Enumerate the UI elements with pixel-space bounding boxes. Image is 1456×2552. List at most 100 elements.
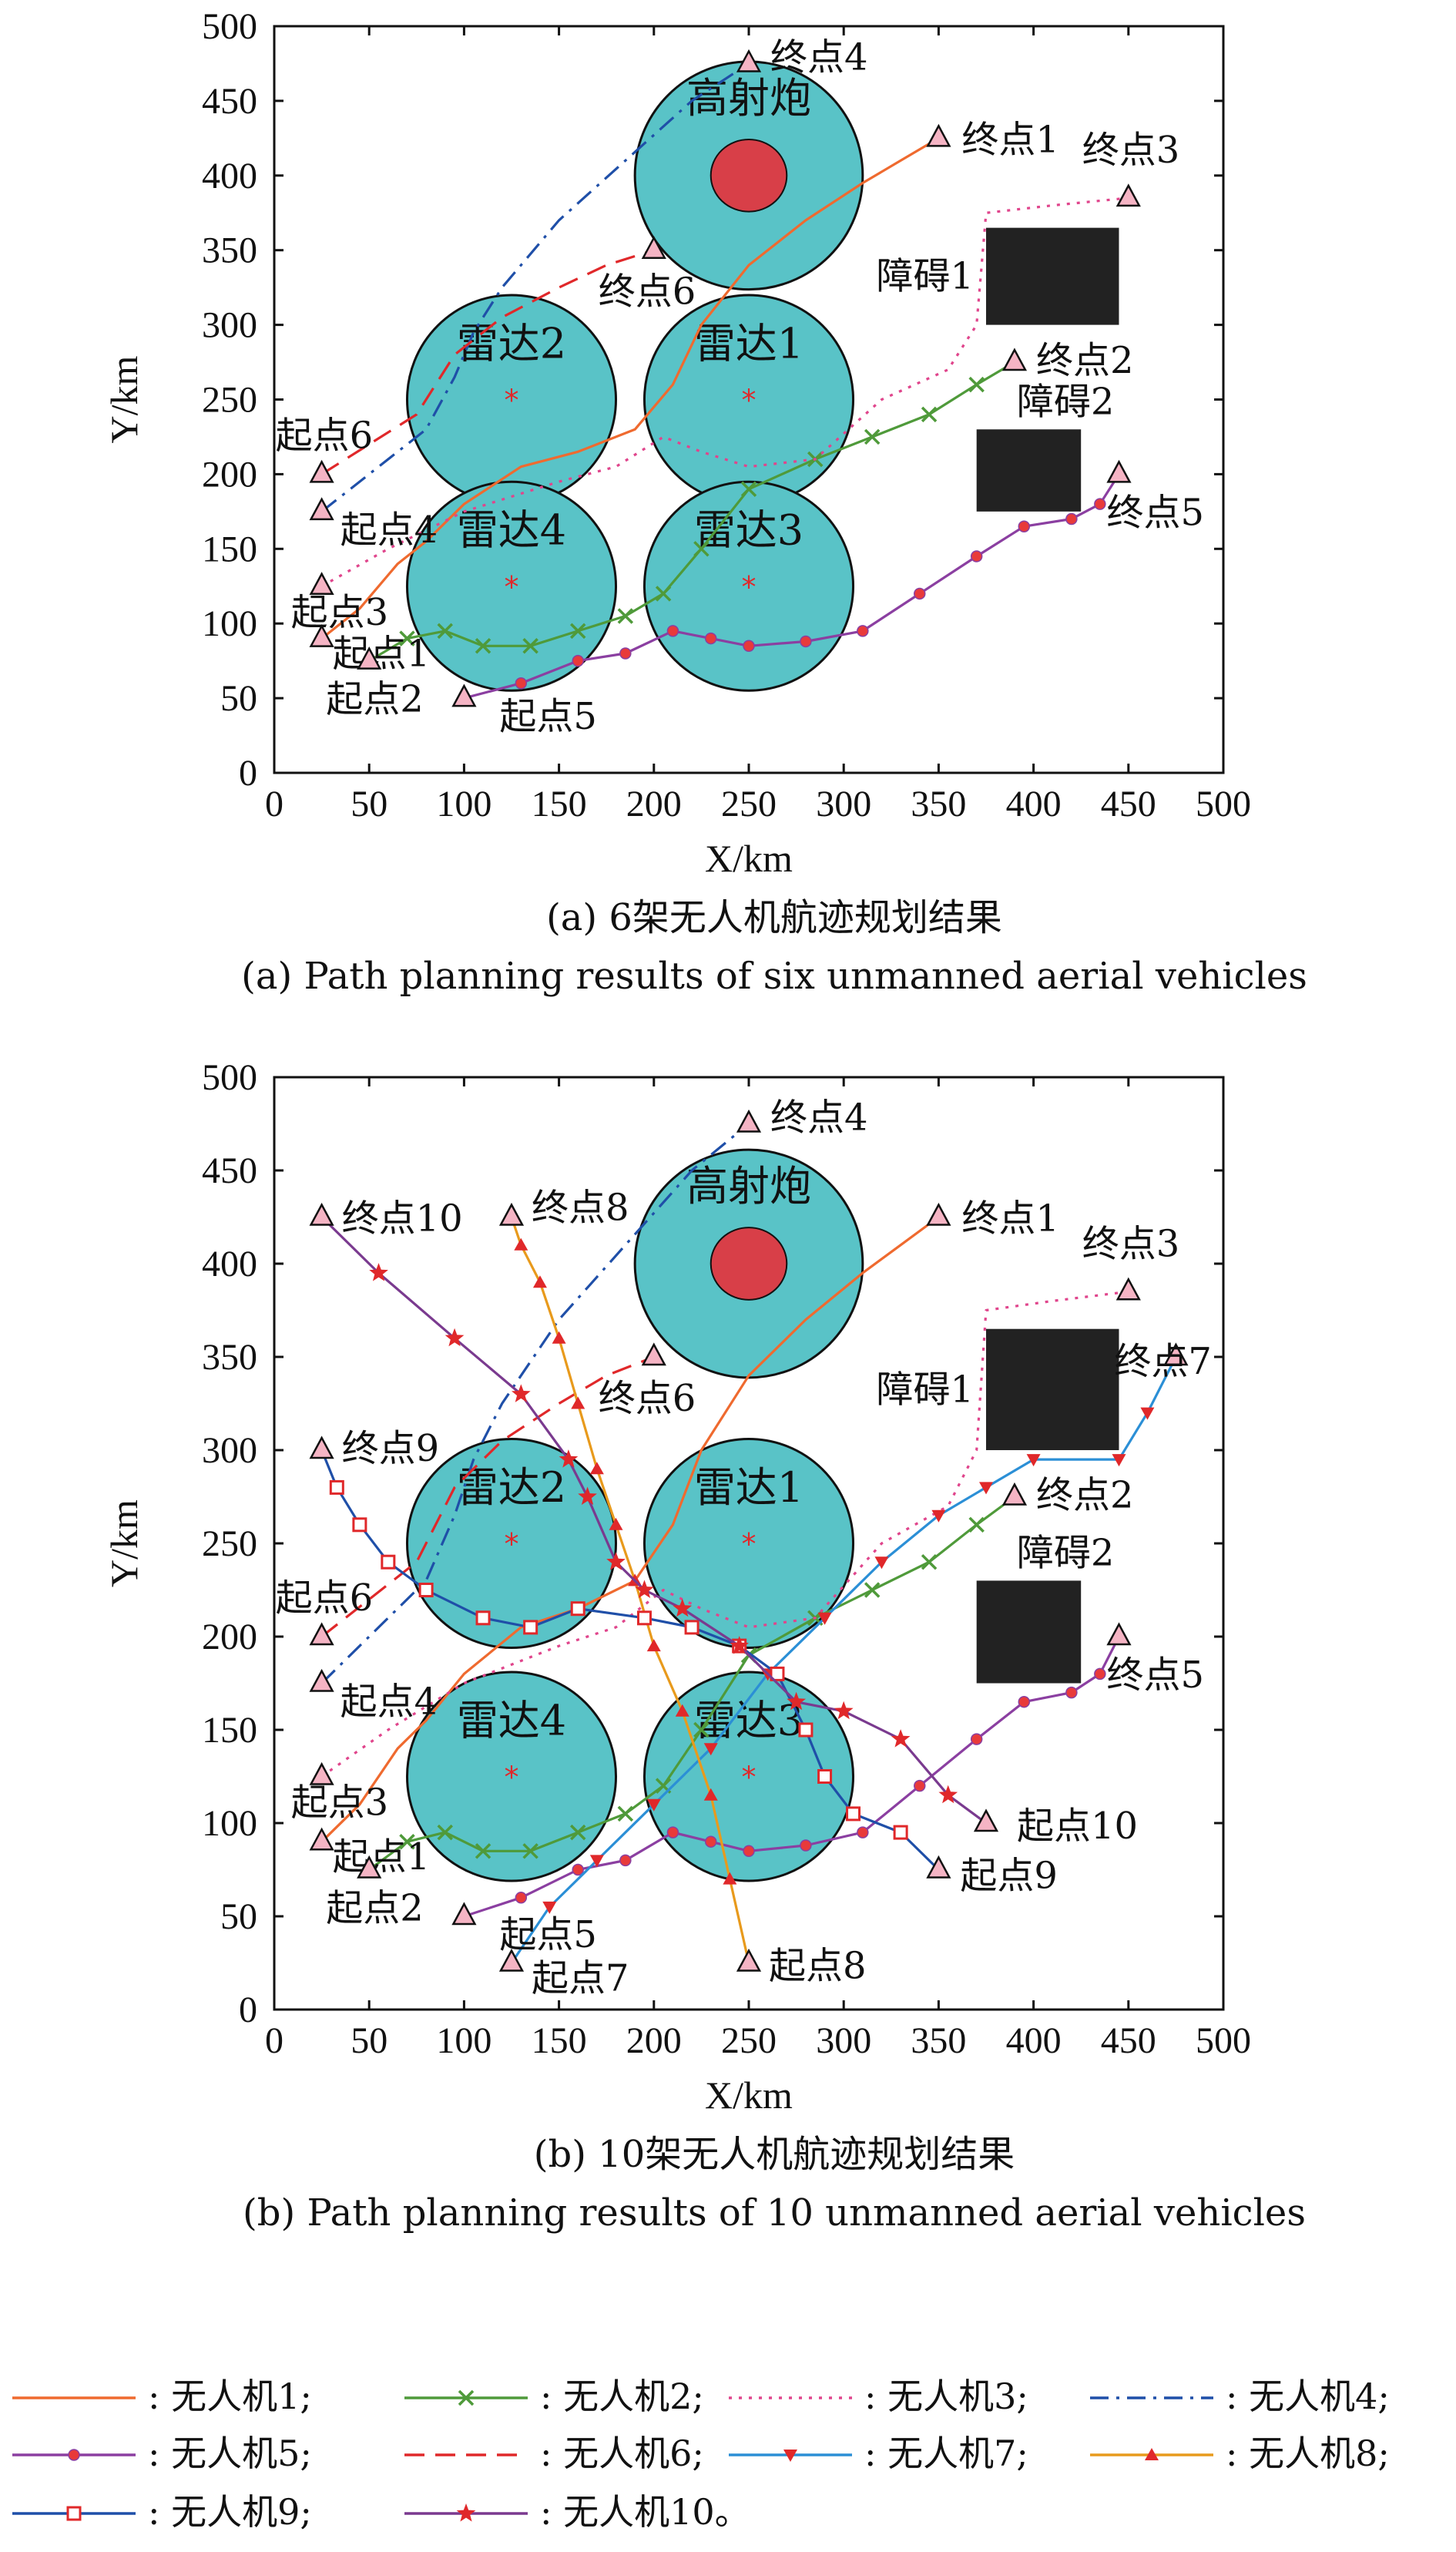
series-marker [515,677,528,690]
series-marker [834,1701,854,1720]
caption-cn: (a) 6架无人机航迹规划结果 [546,896,1002,939]
y-axis-title: Y/km [102,1499,146,1587]
waypoint-marker [309,1436,334,1459]
series-marker [646,1639,661,1652]
series-marker [1112,1454,1126,1467]
waypoint-marker [1106,1622,1132,1646]
series-marker [1094,498,1106,510]
legend-item: : 无人机3; [729,2376,1028,2417]
x-tick-label: 450 [1101,2020,1156,2061]
waypoint-label: 终点4 [770,35,868,79]
radar-label: 雷达1 [694,319,803,368]
waypoint-label: 起点10 [1017,1805,1138,1848]
series-marker [475,1843,491,1859]
x-tick-label: 150 [532,2020,587,2061]
series-marker [693,1721,710,1738]
series-marker [437,1824,453,1841]
y-tick-label: 0 [239,753,257,794]
series-marker [743,1845,755,1858]
legend-item: : 无人机5; [12,2433,312,2474]
y-tick-label: 250 [202,380,257,421]
series-marker [666,625,679,637]
series-marker [399,1833,415,1850]
series-marker [636,1610,652,1626]
series-line [320,249,655,475]
obstacle-block [976,1580,1082,1684]
waypoint-marker [641,1342,666,1366]
series-marker [522,638,538,654]
y-tick-label: 400 [202,156,257,196]
x-tick-label: 100 [436,2020,491,2061]
waypoint-label: 起点2 [326,678,424,721]
series-marker [589,1855,604,1868]
series-marker [846,1806,861,1822]
series-line [320,137,940,640]
radar-label: 雷达2 [457,319,566,368]
radar-zone [405,1437,618,1650]
series-marker [968,376,985,393]
series-marker [418,1583,434,1597]
series-marker [559,1449,579,1468]
x-tick-label: 300 [816,784,871,824]
series-marker [514,1237,528,1251]
series-marker [938,1785,958,1804]
series-marker [369,1263,388,1281]
x-tick-label: 350 [911,784,966,824]
waypoint-label: 起点6 [276,1577,374,1620]
x-tick-label: 300 [816,2020,871,2061]
y-tick-label: 200 [202,1617,257,1657]
series-marker [864,1582,881,1598]
y-tick-label: 300 [202,1430,257,1471]
radar-center-mark: * [505,384,519,418]
legend-marker [456,2503,476,2522]
legend-label: : 无人机3; [864,2376,1028,2417]
waypoint-label: 起点4 [341,509,438,552]
series-marker [740,481,757,498]
obstacle-label: 障碍2 [1017,380,1115,423]
y-tick-label: 350 [202,1337,257,1378]
waypoint-marker [926,1855,951,1879]
radar-label: 雷达4 [457,1696,566,1744]
y-tick-label: 50 [220,678,257,719]
x-tick-label: 50 [351,784,387,824]
caption-en: (a) Path planning results of six unmanne… [241,955,1307,998]
radar-label: 雷达1 [694,1463,803,1512]
x-tick-label: 500 [1196,784,1251,824]
series-marker [914,1779,926,1792]
series-marker [606,1552,626,1570]
legend-label: : 无人机1; [148,2376,312,2417]
series-marker [693,541,710,557]
series-marker [1140,1407,1155,1420]
y-tick-label: 0 [239,1990,257,2030]
series-marker [437,623,453,640]
waypoint-marker [641,236,666,259]
x-tick-label: 400 [1006,784,1062,824]
radar-center-mark: * [742,384,757,418]
series-marker [770,1666,785,1681]
waypoint-label: 终点2 [1036,339,1134,382]
waypoint-label: 终点2 [1036,1474,1134,1517]
series-marker [1026,1454,1041,1467]
series-marker [515,1892,528,1904]
series-marker [570,1824,586,1841]
waypoint-label: 终点9 [342,1427,440,1470]
series-marker [703,1743,718,1756]
series-marker [970,1733,983,1745]
legend-marker [66,2506,82,2521]
series-marker [817,1612,832,1625]
series-marker [617,1805,634,1822]
waypoint-label: 起点3 [291,1781,389,1825]
x-tick-label: 400 [1006,2020,1062,2061]
obstacle-block [976,429,1082,512]
waypoint-marker [498,1948,525,1972]
waypoint-label: 起点6 [276,414,374,457]
y-tick-label: 100 [202,603,257,644]
waypoint-marker [736,49,762,72]
waypoint-marker [498,1202,525,1226]
legend-label: : 无人机5; [148,2433,312,2474]
series-marker [552,1331,566,1344]
series-marker [1018,520,1031,532]
waypoint-marker [309,497,334,521]
aa-core [710,138,788,213]
